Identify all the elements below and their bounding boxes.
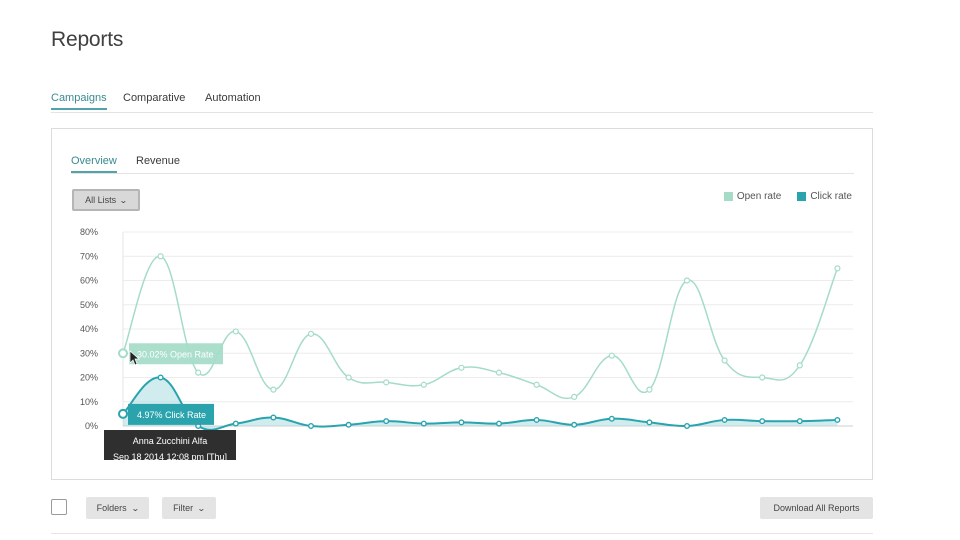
y-tick-label: 60% [80, 276, 98, 286]
bottom-divider [51, 533, 873, 534]
open-rate-point [759, 374, 766, 381]
open-rate-point [232, 328, 239, 335]
click-rate-point [684, 423, 691, 430]
open-rate-point [571, 393, 578, 400]
folders-label: Folders [96, 503, 127, 513]
click-rate-tooltip [128, 403, 214, 425]
campaign-date: Sep 18 2014 12:08 pm [Thu] [113, 452, 227, 462]
report-panel: Overview Revenue All Lists ⌄ Open rate C… [51, 128, 873, 480]
tab-campaigns[interactable]: Campaigns [51, 92, 107, 110]
open-rate-point [608, 352, 615, 359]
filter-button[interactable]: Filter ⌄ [162, 497, 216, 519]
select-all-checkbox[interactable] [51, 499, 67, 515]
all-lists-dropdown[interactable]: All Lists ⌄ [72, 189, 140, 211]
chevron-down-icon: ⌄ [130, 503, 140, 513]
click-rate-point [270, 414, 277, 421]
y-tick-label: 10% [80, 397, 98, 407]
legend-swatch-open-rate [723, 192, 733, 201]
open-rate-point [646, 386, 653, 393]
click-rate-point [796, 418, 803, 425]
tab-comparative[interactable]: Comparative [123, 92, 186, 104]
open-rate-line [122, 255, 839, 399]
open-rate-point [796, 362, 803, 369]
legend-item-open-rate: Open rate [723, 191, 782, 202]
click-rate-point [721, 416, 728, 423]
bottom-toolbar: Folders ⌄ Filter ⌄ Download All Reports [51, 497, 873, 519]
mouse-cursor-icon [129, 350, 140, 366]
click-rate-point [420, 420, 427, 427]
click-rate-area [123, 377, 838, 430]
page-title: Reports [51, 28, 124, 51]
open-rate-point [383, 379, 390, 386]
click-rate-point [496, 420, 503, 427]
y-tick-label: 20% [80, 373, 98, 383]
open-rate-point [458, 364, 465, 371]
click-rate-point [383, 418, 390, 425]
click-rate-point [646, 419, 653, 426]
y-tick-label: 40% [80, 324, 98, 334]
y-tick-label: 30% [80, 348, 98, 358]
legend-item-click-rate: Click rate [797, 191, 852, 202]
click-rate-point [834, 416, 841, 423]
main-tabs: Campaigns Comparative Automation [51, 92, 873, 113]
all-lists-label: All Lists [85, 195, 117, 205]
folders-button[interactable]: Folders ⌄ [86, 497, 149, 519]
open-rate-point [270, 386, 277, 393]
open-rate-highlight-point [118, 348, 128, 359]
open-rate-tooltip [129, 343, 223, 365]
open-rate-point [495, 369, 503, 376]
click-rate-point [345, 421, 352, 428]
rates-line-chart: 0% 10% 20% 30% 40% 50% 60% 70% 80% 30.02% Open Ra… [80, 227, 853, 462]
open-rate-point [834, 265, 841, 272]
open-rate-point [683, 277, 691, 284]
tab-automation[interactable]: Automation [205, 92, 261, 104]
click-rate-tooltip-text: 4.97% Click Rate [137, 410, 206, 420]
sub-tabs: Overview Revenue [71, 153, 854, 174]
click-rate-highlight-point [118, 408, 128, 419]
click-rate-point [458, 419, 465, 426]
legend-label-open-rate: Open rate [736, 191, 782, 202]
open-rate-point [345, 374, 352, 381]
open-rate-point [533, 381, 540, 388]
filter-label: Filter [173, 503, 194, 513]
click-rate-point [232, 420, 239, 427]
open-rate-point [420, 381, 427, 388]
y-tick-label: 80% [80, 227, 98, 237]
campaign-name: Anna Zucchini Alfa [133, 436, 208, 446]
open-rate-point [157, 253, 164, 260]
open-rate-tooltip-text: 30.02% Open Rate [137, 349, 214, 359]
open-rate-point [721, 357, 728, 364]
chevron-down-icon: ⌄ [119, 195, 128, 205]
download-all-reports-button[interactable]: Download All Reports [760, 497, 873, 519]
tab-overview[interactable]: Overview [71, 155, 117, 173]
click-rate-point [533, 416, 540, 423]
legend-label-click-rate: Click rate [810, 191, 852, 202]
y-tick-label: 0% [85, 421, 98, 431]
tab-revenue[interactable]: Revenue [136, 155, 181, 167]
open-rate-point [307, 330, 315, 337]
y-tick-label: 70% [80, 251, 98, 261]
click-rate-point [308, 423, 315, 430]
click-rate-point [608, 415, 615, 422]
campaign-tooltip [104, 430, 236, 460]
legend-swatch-click-rate [797, 192, 807, 201]
chevron-down-icon: ⌄ [197, 503, 206, 513]
click-rate-point [157, 374, 164, 381]
click-rate-point [571, 421, 578, 428]
click-rate-point [759, 418, 766, 425]
y-tick-label: 50% [80, 300, 98, 310]
chart-legend: Open rate Click rate [723, 191, 852, 202]
open-rate-point [195, 369, 202, 376]
